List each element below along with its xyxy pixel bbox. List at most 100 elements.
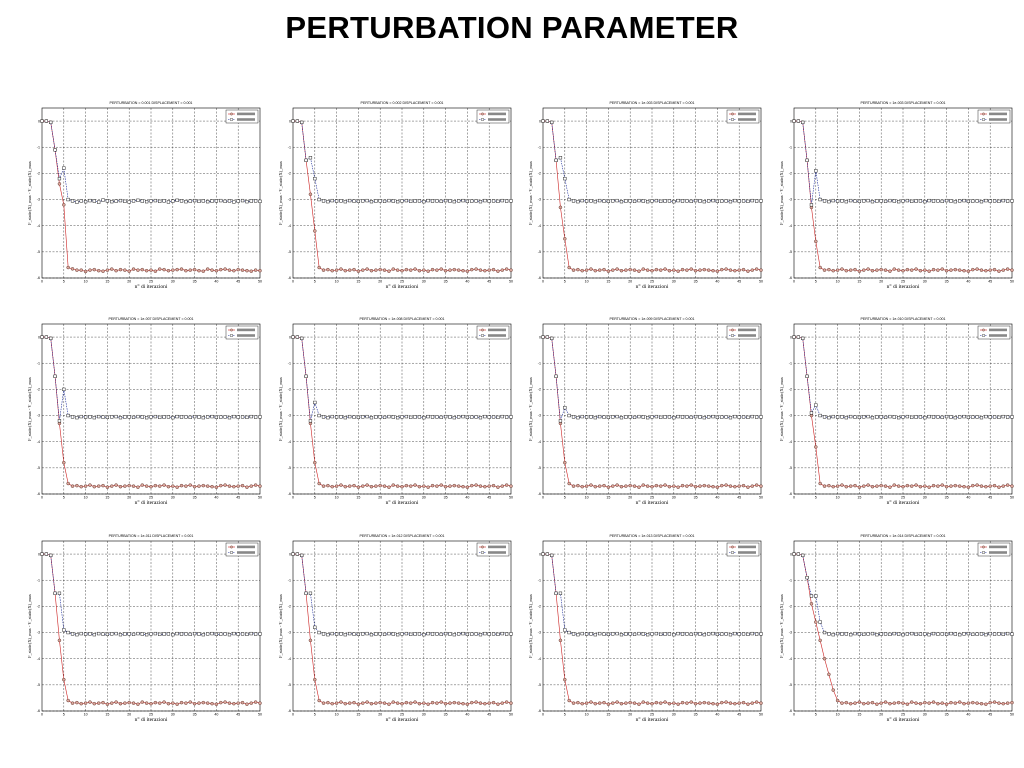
series-2-point <box>659 415 663 419</box>
series-2-point <box>171 416 175 420</box>
series-2-point <box>179 632 184 636</box>
series-1-point <box>927 485 931 489</box>
series-1-point <box>101 269 105 273</box>
series-1-point <box>923 268 927 272</box>
series-1-point <box>693 484 698 489</box>
chart-svg: PERTURBATION = 1e-007 DISPLACEMENT = 0.0… <box>27 317 262 506</box>
series-1-point <box>136 268 140 272</box>
series-2-point <box>905 414 909 419</box>
series-2-point <box>814 594 818 598</box>
series-2-point <box>496 199 500 203</box>
series-2-point <box>984 198 988 203</box>
x-tick-label: 0 <box>292 280 294 284</box>
y-tick-label: -4 <box>538 224 541 228</box>
series-2-point <box>940 632 944 636</box>
series-1-point <box>896 268 901 272</box>
series-1-point <box>487 484 491 488</box>
series-1-point <box>361 484 365 488</box>
series-1-point <box>883 700 888 704</box>
y-tick-label: -3 <box>288 414 291 418</box>
series-1-point <box>179 483 184 488</box>
series-1-point <box>461 701 465 706</box>
x-tick-label: 40 <box>715 496 719 500</box>
series-2-point <box>192 198 197 203</box>
series-2-point <box>576 416 580 420</box>
series-2-point <box>40 552 44 556</box>
series-2-point <box>470 632 474 636</box>
series-2-point <box>910 631 914 636</box>
series-1-point <box>509 484 513 488</box>
series-1-point <box>741 700 746 705</box>
series-2-point <box>563 628 567 632</box>
series-2-point <box>66 413 70 418</box>
series-1-point <box>632 268 637 272</box>
x-tick-label: 0 <box>542 713 544 717</box>
series-1-point <box>92 701 97 706</box>
x-tick-label: 25 <box>650 713 654 717</box>
series-1-point <box>759 268 763 272</box>
series-1-point <box>724 267 728 271</box>
x-tick-label: 20 <box>628 280 632 284</box>
series-1-point <box>408 484 413 488</box>
series-2-point <box>646 416 650 420</box>
series-1-point <box>720 267 724 272</box>
series-2-point <box>702 200 706 204</box>
series-2-point <box>663 415 667 419</box>
series-2-point <box>175 198 179 202</box>
series-1-point <box>118 484 123 489</box>
series-1-point <box>632 484 637 488</box>
series-2-point <box>698 632 702 636</box>
series-1-point <box>901 268 905 273</box>
series-2-point <box>457 199 461 203</box>
series-2-point <box>923 200 927 204</box>
chart-title: PERTURBATION = 1e-009 DISPLACEMENT = 0.0… <box>609 317 694 321</box>
series-2-point <box>853 199 857 203</box>
plot-group: PERTURBATION = 1e-007 DISPLACEMENT = 0.0… <box>27 317 262 506</box>
x-axis-label: n° di iterazioni <box>887 716 920 723</box>
series-1-point <box>866 267 870 271</box>
y-axis-label: F_static(X)_max - V_static(X)_max <box>779 376 784 441</box>
chart-svg: PERTURBATION = 1e-012 DISPLACEMENT = 0.0… <box>278 534 513 723</box>
x-tick-label: 50 <box>1010 713 1014 717</box>
series-1-point <box>624 701 628 705</box>
series-2-point <box>201 633 205 637</box>
y-tick-label: -5 <box>789 683 792 687</box>
chart-title: PERTURBATION = 1e-008 DISPLACEMENT = 0.0… <box>359 317 444 321</box>
series-2-point <box>448 415 452 419</box>
series-1-point <box>628 483 632 488</box>
series-1-point <box>240 268 245 272</box>
series-2-point <box>927 633 931 637</box>
series-2-point <box>40 119 44 123</box>
series-2-point <box>918 632 923 636</box>
x-tick-label: 15 <box>105 496 109 500</box>
series-2-point <box>430 415 435 419</box>
series-2-point <box>83 200 88 204</box>
chart-title: PERTURBATION = 0.002 DISPLACEMENT = 0.00… <box>361 101 444 105</box>
series-1-point <box>491 267 496 272</box>
chart-title: PERTURBATION = 1e-013 DISPLACEMENT = 0.0… <box>609 534 694 538</box>
series-1-point <box>378 700 382 705</box>
series-2-point <box>44 119 48 123</box>
legend-marker-2 <box>982 118 985 121</box>
series-1-point <box>754 267 759 271</box>
series-2-point <box>558 156 563 160</box>
series-1-point <box>702 483 707 488</box>
x-tick-label: 25 <box>149 280 153 284</box>
series-2-point <box>308 591 313 595</box>
legend <box>726 325 760 340</box>
series-2-point <box>541 119 545 123</box>
series-2-point <box>593 416 597 420</box>
series-1-point <box>992 483 997 488</box>
series-1-point <box>936 268 940 272</box>
series-1-point <box>589 267 593 271</box>
series-2-point <box>88 415 92 419</box>
series-1-point <box>227 268 232 272</box>
x-tick-label: 0 <box>793 496 795 500</box>
series-2-point <box>491 199 496 203</box>
legend-box <box>726 542 760 557</box>
series-2-point <box>966 415 971 419</box>
series-2-point <box>40 335 44 339</box>
x-tick-label: 45 <box>988 280 992 284</box>
series-1-point <box>584 484 589 488</box>
series-1-point <box>321 484 326 488</box>
